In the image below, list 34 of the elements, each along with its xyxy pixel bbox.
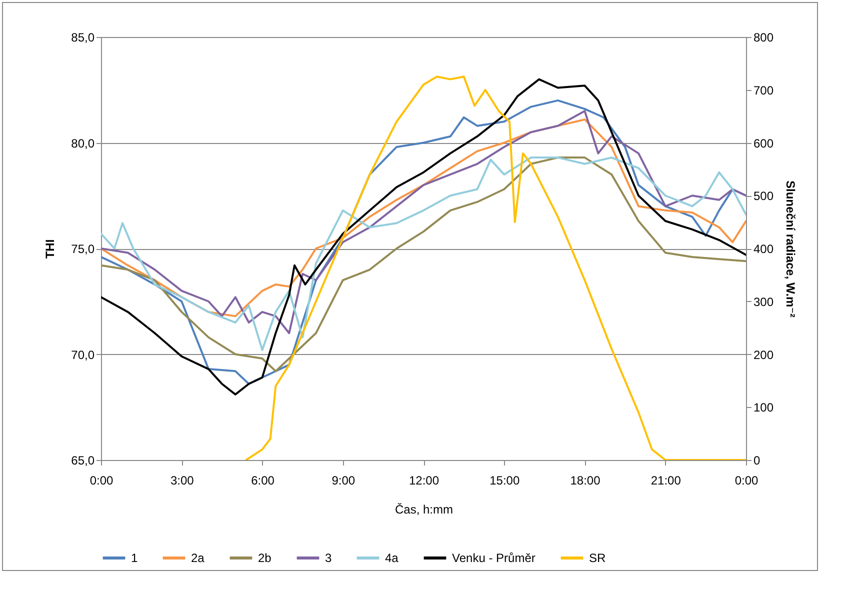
y-tick-label: 70,0 xyxy=(71,348,95,362)
x-tick-label: 9:00 xyxy=(332,474,356,488)
legend-label: 4a xyxy=(385,551,399,565)
y2-tick-label: 300 xyxy=(754,294,774,309)
y-axis-title: THI xyxy=(43,239,58,259)
y-tick-label: 85,0 xyxy=(71,30,95,44)
x-tick-label: 0:00 xyxy=(734,474,758,488)
y-tick-label: 75,0 xyxy=(71,242,95,256)
y2-tick-label: 200 xyxy=(754,348,774,362)
y2-tick-label: 0 xyxy=(754,454,760,468)
x-tick-label: 6:00 xyxy=(251,474,275,488)
y2-tick-label: 500 xyxy=(754,189,774,204)
x-tick-label: 0:00 xyxy=(90,474,114,488)
x-tick-label: 3:00 xyxy=(170,474,194,488)
x-tick-label: 18:00 xyxy=(570,474,601,488)
legend-label: Venku - Průměr xyxy=(452,551,536,565)
y2-tick-label: 100 xyxy=(754,400,774,415)
y2-axis-title: Sluneční radiace, W.m⁻² xyxy=(784,180,798,318)
y-tick-label: 65,0 xyxy=(71,454,95,468)
legend-label: SR xyxy=(589,551,606,565)
x-tick-label: 15:00 xyxy=(490,474,520,488)
legend-label: 1 xyxy=(131,551,138,565)
line-series xyxy=(245,76,746,460)
y2-tick-label: 700 xyxy=(754,83,774,98)
legend-label: 3 xyxy=(325,551,332,565)
x-tick-label: 21:00 xyxy=(650,474,682,488)
y2-tick-label: 600 xyxy=(754,136,774,150)
legend-label: 2a xyxy=(191,551,205,565)
y2-tick-label: 800 xyxy=(754,30,774,44)
x-tick-label: 12:00 xyxy=(408,474,440,488)
y2-tick-label: 400 xyxy=(754,242,774,256)
y-tick-label: 80,0 xyxy=(71,136,95,150)
x-axis-title: Čas, h:mm xyxy=(394,502,454,516)
legend-label: 2b xyxy=(258,551,272,565)
